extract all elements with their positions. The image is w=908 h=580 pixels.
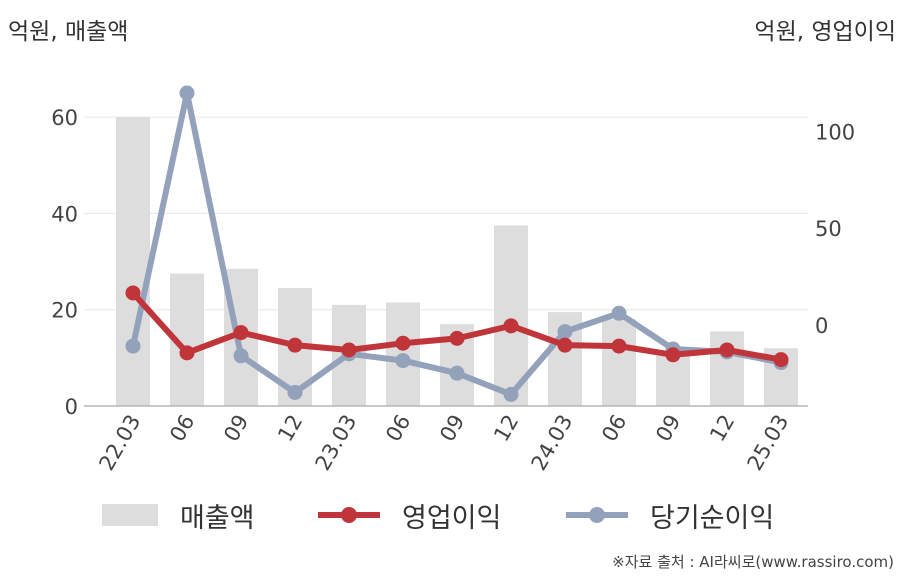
operating-point — [665, 347, 681, 363]
x-tick-label: 09 — [651, 411, 685, 446]
legend-swatch-revenue — [102, 504, 158, 526]
net-point — [449, 365, 465, 381]
net-point — [287, 384, 303, 400]
operating-point — [395, 335, 411, 351]
operating-point — [233, 325, 249, 341]
legend-swatch-net — [566, 504, 628, 526]
left-y-tick-label: 20 — [51, 299, 78, 323]
right-y-tick-label: 0 — [815, 314, 828, 338]
net-point — [179, 85, 195, 101]
operating-point — [503, 318, 519, 334]
right-y-tick-label: 100 — [815, 121, 855, 145]
x-tick-label: 12 — [273, 411, 307, 446]
revenue-bar — [494, 225, 528, 406]
x-tick-label: 22.03 — [94, 411, 145, 475]
operating-point — [611, 338, 627, 354]
revenue-bar — [116, 117, 150, 407]
grid-lines — [84, 116, 808, 311]
net-point — [395, 353, 411, 369]
x-tick-label: 25.03 — [742, 411, 793, 475]
legend-item-operating: 영업이익 — [318, 490, 501, 540]
legend-label-net: 당기순이익 — [650, 502, 775, 534]
right-y-tick-label: 50 — [815, 217, 842, 241]
net-point — [611, 305, 627, 321]
x-tick-label: 12 — [489, 411, 523, 446]
operating-point — [719, 342, 735, 358]
profit-lines — [125, 85, 789, 402]
x-tick-label: 09 — [219, 411, 253, 446]
x-tick-label: 23.03 — [310, 411, 361, 475]
right-y-ticks: 0 50 100 — [815, 121, 855, 338]
net-point — [557, 324, 573, 340]
left-y-ticks: 0 20 40 60 — [51, 106, 78, 419]
left-y-tick-label: 60 — [51, 106, 78, 130]
net-point — [125, 338, 141, 354]
x-tick-label: 12 — [705, 411, 739, 446]
legend-label-revenue: 매출액 — [180, 502, 255, 534]
operating-point — [287, 337, 303, 353]
operating-point — [341, 342, 357, 358]
net-point — [233, 348, 249, 364]
left-axis-unit: 억원, 매출액 — [8, 19, 129, 45]
operating-point — [125, 285, 141, 301]
right-axis-unit: 억원, 영업이익 — [754, 19, 896, 45]
x-tick-label: 06 — [597, 411, 631, 446]
operating-point — [179, 345, 195, 361]
x-tick-label: 06 — [381, 411, 415, 446]
legend-swatch-operating — [318, 504, 380, 526]
x-tick-label: 09 — [435, 411, 469, 446]
left-y-tick-label: 40 — [51, 202, 78, 226]
x-ticks: 22.03 06 09 12 23.03 06 09 12 24.03 06 09 12 25.03 — [94, 411, 793, 475]
revenue-bars — [116, 117, 798, 407]
revenue-bar — [656, 355, 690, 406]
operating-point — [449, 330, 465, 346]
operating-point — [557, 337, 573, 353]
operating-point — [773, 352, 789, 368]
legend-item-net: 당기순이익 — [566, 490, 774, 540]
legend: 매출액 영업이익 당기순이익 — [0, 490, 908, 540]
source-note: ※자료 출처 : AI라씨로(www.rassiro.com) — [612, 553, 894, 571]
left-y-tick-label: 0 — [65, 395, 78, 419]
x-tick-label: 24.03 — [526, 411, 577, 475]
legend-item-revenue: 매출액 — [102, 490, 255, 540]
x-tick-label: 06 — [165, 411, 199, 446]
net-point — [503, 386, 519, 402]
revenue-bar — [602, 319, 636, 406]
legend-label-operating: 영업이익 — [402, 502, 502, 534]
